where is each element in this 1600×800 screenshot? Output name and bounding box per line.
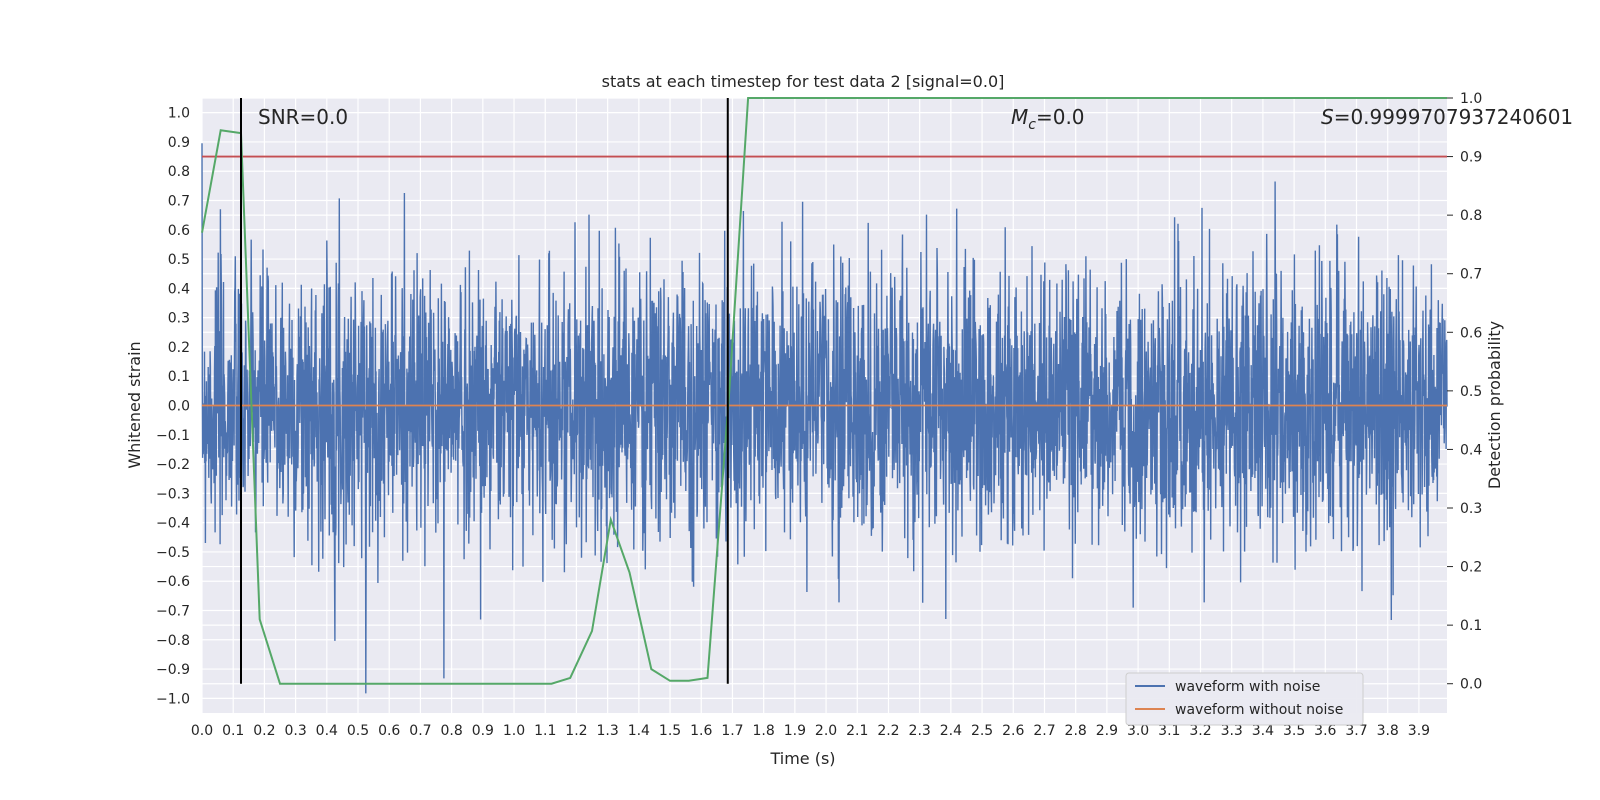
x-ticks: 0.0 0.1 0.2 0.3 0.4 0.5 0.6 0.7 0.8 0.9 1.0 1.1 1.2 1…: [191, 723, 1430, 739]
legend-label-noise: waveform with noise: [1175, 679, 1320, 695]
x-tick-label: 3.5: [1283, 723, 1305, 739]
annotation-mc: Mc=0.0: [1011, 105, 1085, 133]
legend: waveform with noise waveform without noi…: [1125, 672, 1364, 726]
x-tick-label: 3.9: [1408, 723, 1430, 739]
y2-tick-label: 0.5: [1460, 384, 1482, 400]
x-tick-label: 0.5: [347, 723, 369, 739]
x-tick-label: 1.3: [597, 723, 619, 739]
y-axis-label: Whitened strain: [125, 341, 144, 468]
y2-axis-label: Detection probability: [1485, 321, 1504, 489]
y-tick-label: −0.6: [156, 574, 190, 590]
y-tick-label: 0.8: [168, 164, 190, 180]
x-tick-label: 1.0: [503, 723, 525, 739]
y-tick-label: 0.6: [168, 223, 190, 239]
x-tick-label: 2.3: [909, 723, 931, 739]
waveform-with-noise-line: [201, 143, 1448, 694]
y2-tick-label: 0.4: [1460, 442, 1482, 458]
y-tick-label: −0.3: [156, 486, 190, 502]
y-tick-label: 0.3: [168, 311, 190, 327]
annotation-snr: SNR=0.0: [258, 105, 348, 129]
x-tick-label: 3.3: [1221, 723, 1243, 739]
x-tick-label: 2.2: [877, 723, 899, 739]
y2-tick-label: 0.6: [1460, 325, 1482, 341]
y2-tick-label: 0.7: [1460, 267, 1482, 283]
y-ticks: 1.0 0.9 0.8 0.7 0.6 0.5 0.4 0.3 0.2 0.1 0.0 −0.1 −0.…: [156, 106, 190, 708]
y2-tick-label: 0.2: [1460, 560, 1482, 576]
x-tick-label: 2.7: [1033, 723, 1055, 739]
y-tick-label: −0.8: [156, 633, 190, 649]
y-tick-label: 0.1: [168, 369, 190, 385]
x-tick-label: 2.9: [1096, 723, 1118, 739]
x-tick-label: 2.1: [846, 723, 868, 739]
y-tick-label: −0.5: [156, 545, 190, 561]
legend-box: [1125, 672, 1364, 726]
y2-tick-label: 0.0: [1460, 677, 1482, 693]
x-tick-label: 0.2: [253, 723, 275, 739]
y-tick-label: 0.4: [168, 281, 190, 297]
y-tick-label: 0.0: [168, 399, 190, 415]
x-tick-label: 1.4: [628, 723, 650, 739]
y-tick-label: 0.7: [168, 194, 190, 210]
x-tick-label: 0.6: [378, 723, 400, 739]
x-tick-label: 3.1: [1158, 723, 1180, 739]
x-tick-label: 1.5: [659, 723, 681, 739]
x-tick-label: 0.9: [472, 723, 494, 739]
y-tick-label: 1.0: [168, 106, 190, 122]
annotation-s: S=0.9999707937240601: [1321, 105, 1573, 129]
chart-title: stats at each timestep for test data 2 […: [602, 72, 1005, 91]
series-waveform-with-noise: [201, 143, 1448, 694]
detection-probability-line: [201, 97, 1447, 685]
overlay: [201, 97, 1447, 685]
y2-tick-label: 1.0: [1460, 91, 1482, 107]
x-tick-label: 3.2: [1189, 723, 1211, 739]
y-tick-label: −0.7: [156, 604, 190, 620]
y2-ticks: 1.0 0.9 0.8 0.7 0.6 0.5 0.4 0.3 0.2 0.1 0.0: [1447, 91, 1482, 693]
x-tick-label: 3.0: [1127, 723, 1149, 739]
x-tick-label: 1.7: [721, 723, 743, 739]
y2-tick-label: 0.9: [1460, 150, 1482, 166]
x-tick-label: 3.7: [1345, 723, 1367, 739]
y-tick-label: 0.9: [168, 135, 190, 151]
x-tick-label: 0.4: [316, 723, 338, 739]
y2-tick-label: 0.1: [1460, 618, 1482, 634]
x-tick-label: 1.8: [753, 723, 775, 739]
y-tick-label: 0.2: [168, 340, 190, 356]
y-tick-label: −1.0: [156, 691, 190, 707]
y-tick-label: −0.9: [156, 662, 190, 678]
y2-tick-label: 0.3: [1460, 501, 1482, 517]
y-tick-label: 0.5: [168, 252, 190, 268]
y-tick-label: −0.2: [156, 457, 190, 473]
x-tick-label: 2.6: [1002, 723, 1024, 739]
x-tick-label: 2.8: [1065, 723, 1087, 739]
x-tick-label: 3.6: [1314, 723, 1336, 739]
x-tick-label: 2.5: [971, 723, 993, 739]
y2-tick-label: 0.8: [1460, 208, 1482, 224]
x-tick-label: 3.4: [1252, 723, 1274, 739]
x-tick-label: 2.4: [940, 723, 962, 739]
x-tick-label: 0.8: [440, 723, 462, 739]
x-tick-label: 1.6: [690, 723, 712, 739]
x-tick-label: 1.2: [565, 723, 587, 739]
y-tick-label: −0.1: [156, 428, 190, 444]
x-tick-label: 0.7: [409, 723, 431, 739]
x-tick-label: 0.0: [191, 723, 213, 739]
x-axis-label: Time (s): [769, 749, 835, 768]
y-tick-label: −0.4: [156, 516, 190, 532]
x-tick-label: 0.1: [222, 723, 244, 739]
x-tick-label: 1.9: [784, 723, 806, 739]
legend-label-clean: waveform without noise: [1175, 702, 1343, 718]
x-tick-label: 2.0: [815, 723, 837, 739]
x-tick-label: 3.8: [1377, 723, 1399, 739]
x-tick-label: 0.3: [284, 723, 306, 739]
x-tick-label: 1.1: [534, 723, 556, 739]
